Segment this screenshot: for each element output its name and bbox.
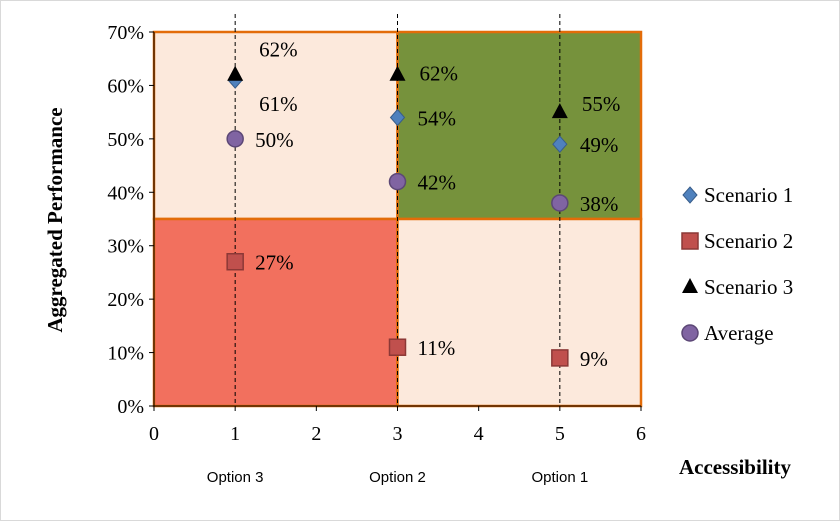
legend-scenario-2-marker (681, 232, 699, 250)
quadrant-bottom-left (152, 217, 399, 408)
y-tick-label: 10% (107, 343, 144, 365)
average-data-label: 50% (255, 128, 294, 152)
scenario-2-point (551, 349, 569, 367)
scenario-1-data-label: 54% (418, 106, 457, 130)
scenario-2-data-label: 11% (418, 336, 456, 360)
scenario-3-point (551, 103, 568, 119)
x-tick-label: 3 (393, 423, 403, 445)
x-tick-label: 6 (636, 423, 646, 445)
scenario-3-point (389, 65, 406, 81)
scenario-2-point (226, 252, 244, 271)
option-label: Option 3 (207, 469, 264, 486)
x-axis-title: Accessibility (679, 455, 791, 479)
scenario-1-point (552, 135, 568, 153)
average-data-label: 38% (580, 192, 619, 216)
option-label: Option 2 (369, 469, 426, 486)
quadrant-layer (152, 30, 643, 408)
legend-average-marker (681, 324, 699, 342)
scenario-3-data-label: 62% (259, 38, 298, 62)
data-labels: 61% 54% 49% 27% 11% 9% 62% 62% 55% 50% 42% 38% (255, 38, 620, 371)
axes: 0% 10% 20% 30% 40% 50% 60% 70% 0 1 2 3 4 5 6 Option 3 Op… (107, 22, 646, 486)
y-tick-label: 70% (107, 22, 144, 44)
scenario-3-data-label: 55% (582, 92, 621, 116)
legend-scenario-3-marker (682, 278, 698, 293)
y-tick-label: 20% (107, 289, 144, 311)
legend-scenario-2-label: Scenario 2 (704, 229, 793, 253)
average-point (551, 194, 569, 212)
average-point (388, 172, 407, 191)
legend-scenario-1-label: Scenario 1 (704, 183, 793, 207)
average-data-label: 42% (418, 171, 457, 195)
x-tick-label: 2 (311, 423, 321, 445)
scenario-1-data-label: 49% (580, 133, 619, 157)
legend-average-label: Average (704, 321, 774, 345)
average-point (226, 130, 244, 148)
y-tick-label: 40% (107, 182, 144, 204)
x-tick-label: 4 (474, 423, 484, 445)
legend-scenario-3-label: Scenario 3 (704, 275, 793, 299)
legend-scenario-1-marker (682, 186, 698, 204)
scenario-2-data-label: 27% (255, 251, 294, 275)
x-tick-label: 1 (230, 423, 240, 445)
quadrant-top-left (152, 30, 399, 221)
scenario-1-point (389, 108, 406, 127)
scenario-2-point (388, 338, 407, 356)
scenario-1-data-label: 61% (259, 92, 298, 116)
y-tick-label: 50% (107, 129, 144, 151)
quadrant-top-right (396, 30, 643, 221)
scenario-2-data-label: 9% (580, 347, 608, 371)
scenario-3-point (227, 65, 244, 81)
y-tick-label: 0% (117, 396, 144, 418)
x-tick-label: 5 (555, 423, 565, 445)
option-label: Option 1 (531, 469, 588, 486)
data-markers (226, 65, 569, 367)
scenario-3-data-label: 62% (420, 62, 459, 86)
y-tick-label: 30% (107, 236, 144, 258)
y-tick-label: 60% (107, 75, 144, 97)
x-tick-label: 0 (149, 423, 159, 445)
y-axis-title: Aggregated Performance (43, 107, 67, 332)
quadrant-bottom-right (396, 217, 643, 408)
legend: Scenario 1 Scenario 2 Scenario 3 Average (681, 183, 793, 345)
